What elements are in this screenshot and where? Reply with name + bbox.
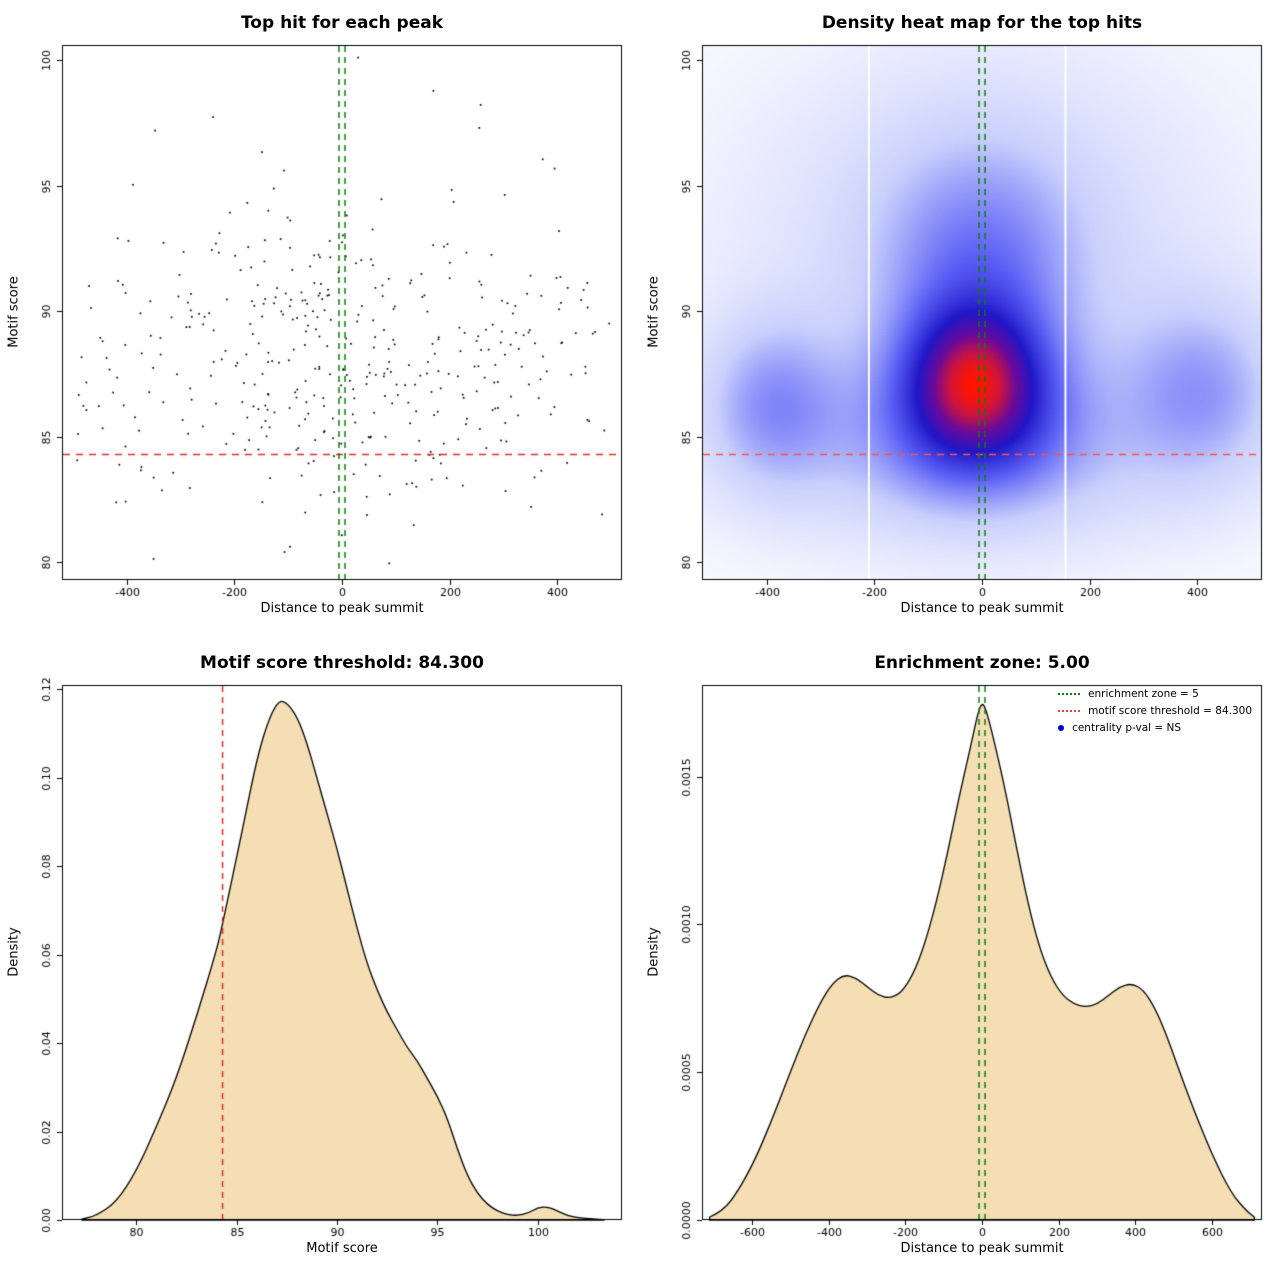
scatter-plot-canvas bbox=[0, 0, 640, 640]
legend-label: centrality p-val = NS bbox=[1072, 722, 1182, 734]
score-density-canvas bbox=[0, 640, 640, 1280]
legend-label: enrichment zone = 5 bbox=[1088, 688, 1199, 700]
heatmap-y-axis-label: Motif score bbox=[646, 276, 662, 348]
distance-density-title: Enrichment zone: 5.00 bbox=[874, 653, 1090, 673]
panel-distance-density: Enrichment zone: 5.00 Distance to peak s… bbox=[640, 640, 1280, 1280]
score-density-title: Motif score threshold: 84.300 bbox=[200, 653, 484, 673]
scatter-x-axis-label: Distance to peak summit bbox=[260, 601, 424, 616]
scatter-y-axis-label: Motif score bbox=[6, 276, 22, 348]
plot-legend: enrichment zone = 5 motif score threshol… bbox=[1058, 688, 1252, 734]
heatmap-canvas bbox=[640, 0, 1280, 640]
centrality-pval-dot-icon bbox=[1058, 725, 1065, 731]
legend-item-centrality-pval: centrality p-val = NS bbox=[1058, 722, 1252, 734]
legend-item-enrichment-zone: enrichment zone = 5 bbox=[1058, 688, 1252, 700]
distance-density-y-axis-label: Density bbox=[646, 927, 662, 977]
enrichment-zone-dotted-line-icon bbox=[1058, 693, 1081, 695]
heatmap-title: Density heat map for the top hits bbox=[821, 13, 1143, 33]
panel-density-heatmap: Density heat map for the top hits Distan… bbox=[640, 0, 1280, 640]
panel-motif-score-density: Motif score threshold: 84.300 Motif scor… bbox=[0, 640, 640, 1280]
score-density-x-axis-label: Motif score bbox=[306, 1241, 378, 1256]
legend-item-score-threshold: motif score threshold = 84.300 bbox=[1058, 705, 1252, 717]
heatmap-x-axis-label: Distance to peak summit bbox=[900, 601, 1064, 616]
scatter-title: Top hit for each peak bbox=[240, 13, 444, 33]
legend-label: motif score threshold = 84.300 bbox=[1088, 705, 1252, 717]
distance-density-x-axis-label: Distance to peak summit bbox=[900, 1241, 1064, 1256]
score-density-y-axis-label: Density bbox=[6, 927, 22, 977]
panel-top-hit-scatter: Top hit for each peak Distance to peak s… bbox=[0, 0, 640, 640]
distance-density-canvas bbox=[640, 640, 1280, 1280]
score-threshold-dotted-line-icon bbox=[1058, 710, 1081, 712]
